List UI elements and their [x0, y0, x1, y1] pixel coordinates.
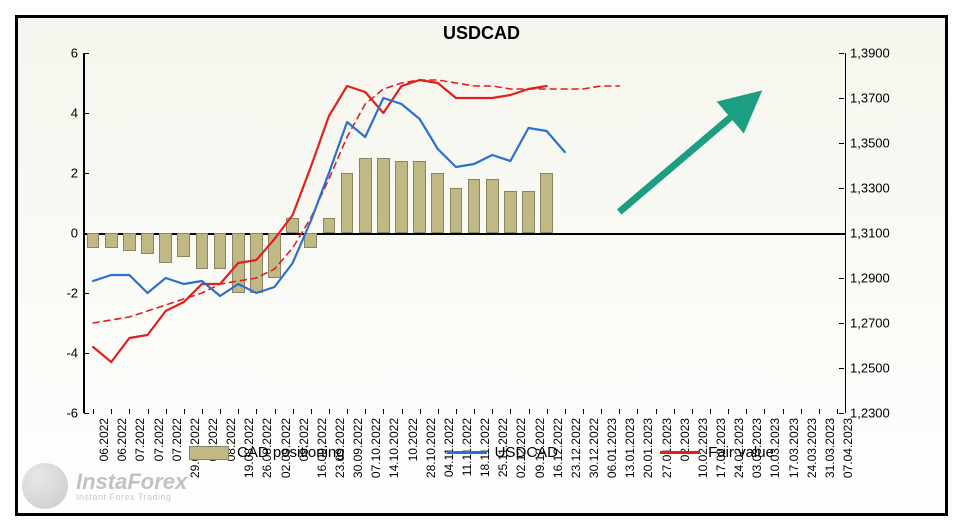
right-axis: 1,23001,25001,27001,29001,31001,33001,35…: [845, 53, 895, 413]
legend-swatch-line-blue: [447, 451, 487, 454]
ytick-left: 0: [71, 226, 78, 241]
legend-swatch-bar: [189, 446, 229, 460]
bar: [468, 179, 481, 233]
bar: [123, 233, 136, 251]
ytick-left: 6: [71, 46, 78, 61]
xtick-label: 07.04.2023: [841, 418, 855, 478]
bar: [105, 233, 118, 248]
watermark-slogan: Instant Forex Trading: [76, 493, 187, 502]
ytick-left: -2: [66, 286, 78, 301]
ytick-right: 1,3700: [850, 91, 890, 106]
bar: [141, 233, 154, 254]
legend-item-usdcad: USDCAD: [447, 444, 558, 461]
bar: [359, 158, 372, 233]
watermark: InstaForex Instant Forex Trading: [22, 463, 187, 509]
plot-area: -6-4-20246 1,23001,25001,27001,29001,310…: [53, 53, 895, 413]
left-axis: -6-4-20246: [53, 53, 83, 413]
bar: [250, 233, 263, 293]
ytick-left: -6: [66, 406, 78, 421]
xtick-label: 06.2022: [115, 418, 129, 461]
ytick-right: 1,3300: [850, 181, 890, 196]
ytick-right: 1,2300: [850, 406, 890, 421]
ytick-left: 2: [71, 166, 78, 181]
watermark-text: InstaForex Instant Forex Trading: [76, 471, 187, 502]
bar: [214, 233, 227, 269]
legend-swatch-line-red: [660, 451, 700, 454]
chart-frame: USDCAD -6 -4 -2 0 2 4 6 1,2300 1,2500 1,2700 1,29…: [15, 15, 948, 516]
bar: [323, 218, 336, 233]
ytick-right: 1,3900: [850, 46, 890, 61]
bar: [395, 161, 408, 233]
watermark-globe-icon: [22, 463, 68, 509]
bar: [413, 161, 426, 233]
legend-item-fair: Fair value: [660, 444, 774, 461]
legend-label: Fair value: [708, 444, 774, 461]
xtick-label: 06.2022: [97, 418, 111, 461]
bar: [87, 233, 100, 248]
watermark-name: InstaForex: [76, 471, 187, 493]
chart-title: USDCAD: [443, 23, 520, 44]
ytick-right: 1,2700: [850, 316, 890, 331]
bar: [377, 158, 390, 233]
bar: [304, 233, 317, 248]
ytick-right: 1,2500: [850, 361, 890, 376]
ytick-left: -4: [66, 346, 78, 361]
bars-layer: [84, 53, 846, 413]
bar: [159, 233, 172, 263]
bar: [522, 191, 535, 233]
bar: [196, 233, 209, 269]
bar: [268, 233, 281, 278]
x-axis: 06.202206.202207.202207.202207.202229.07…: [84, 413, 846, 513]
legend-label: USDCAD: [495, 444, 558, 461]
ytick-left: 4: [71, 106, 78, 121]
bar: [341, 173, 354, 233]
legend-item-cad: CAD positioning: [189, 444, 345, 461]
bar: [232, 233, 245, 293]
ytick-right: 1,2900: [850, 271, 890, 286]
bar: [504, 191, 517, 233]
legend-label: CAD positioning: [237, 444, 345, 461]
ytick-right: 1,3100: [850, 226, 890, 241]
bar: [431, 173, 444, 233]
ytick-right: 1,3500: [850, 136, 890, 151]
bar: [450, 188, 463, 233]
bar: [486, 179, 499, 233]
legend: CAD positioning USDCAD Fair value: [138, 444, 825, 461]
bar: [177, 233, 190, 257]
bar: [286, 218, 299, 233]
bar: [540, 173, 553, 233]
